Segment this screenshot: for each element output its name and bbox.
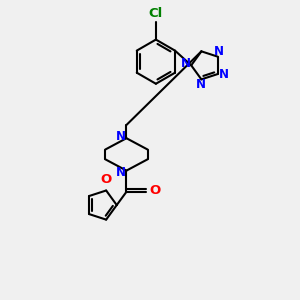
Text: N: N [181,57,191,70]
Text: N: N [196,78,206,91]
Text: N: N [214,45,224,58]
Text: Cl: Cl [149,7,163,20]
Text: N: N [116,166,126,178]
Text: O: O [149,184,160,197]
Text: N: N [116,130,126,143]
Text: O: O [100,173,112,186]
Text: N: N [219,68,229,80]
